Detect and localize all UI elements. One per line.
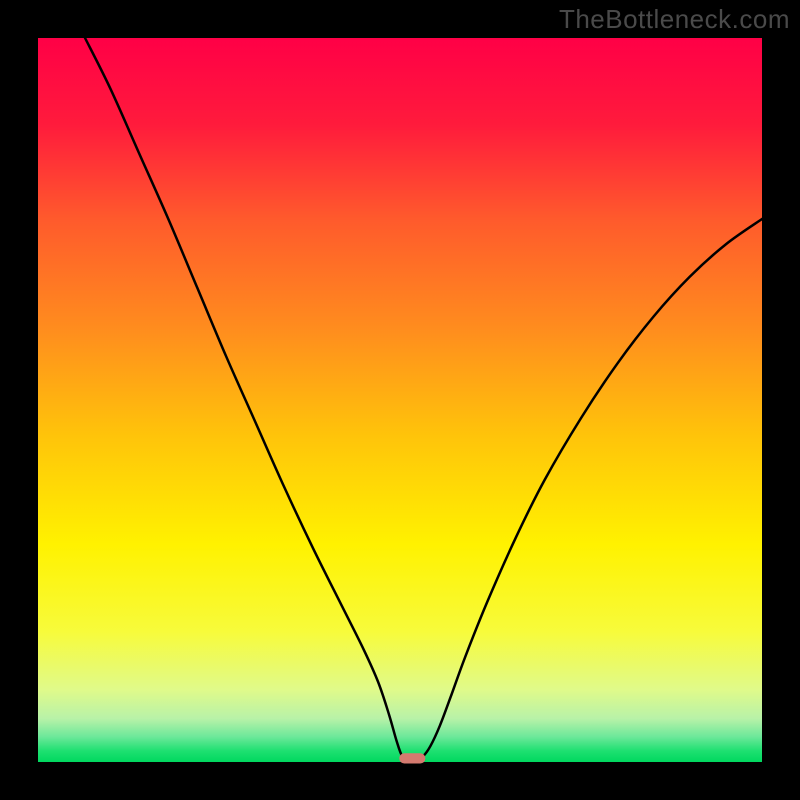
optimal-point-marker: [399, 753, 425, 763]
plot-area-gradient: [38, 38, 762, 762]
watermark-text: TheBottleneck.com: [559, 4, 790, 35]
